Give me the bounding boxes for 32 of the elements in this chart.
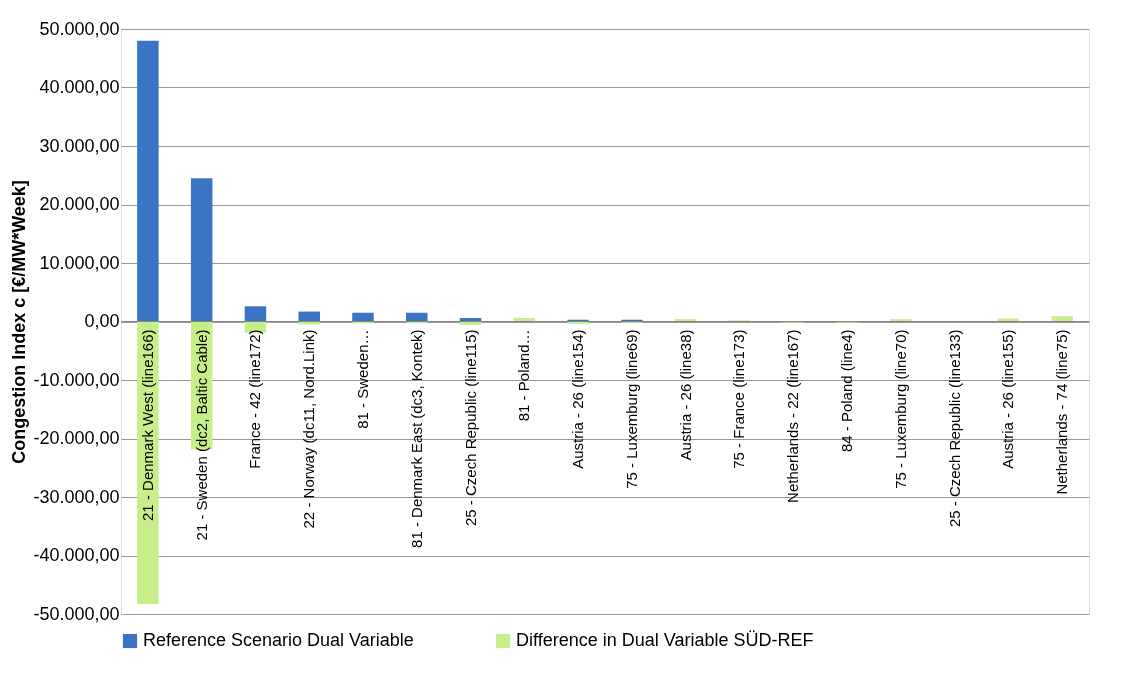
y-tick-label: 10.000,00 bbox=[39, 252, 120, 273]
x-tick-label: 81 - Poland… bbox=[515, 329, 533, 422]
y-tick-label: 0,00 bbox=[84, 311, 120, 331]
y-tick-label: -50.000,00 bbox=[33, 603, 120, 624]
x-tick-label: 75 - Luxemburg (line70) bbox=[891, 329, 909, 489]
x-tick-label: 84 - Poland (line4) bbox=[838, 329, 855, 453]
y-tick-label: 30.000,00 bbox=[39, 135, 120, 156]
y-tick-label: -30.000,00 bbox=[33, 486, 120, 507]
x-tick-label: 25 - Czech Republic (line115) bbox=[461, 329, 479, 526]
y-tick-label: -40.000,00 bbox=[33, 545, 120, 565]
x-tick-label: 21 - Denmark West (line166) bbox=[138, 329, 156, 521]
x-tick-label: Austria - 26 (line38) bbox=[676, 329, 694, 461]
x-tick-label: 25 - Czech Republic (line133) bbox=[945, 329, 963, 528]
x-tick-label: 75 - France (line173) bbox=[730, 329, 748, 469]
y-tick-label: 20.000,00 bbox=[39, 194, 120, 214]
legend-label: Difference in Dual Variable SÜD-REF bbox=[516, 630, 814, 650]
x-tick-label: Netherlands - 74 (line75) bbox=[1053, 329, 1071, 495]
x-tick-label: Austria - 26 (line154) bbox=[569, 329, 587, 469]
x-tick-label: Netherlands - 22 (line167) bbox=[784, 329, 802, 503]
y-tick-label: 50.000,00 bbox=[39, 18, 120, 39]
y-tick-label: -20.000,00 bbox=[33, 428, 120, 448]
x-tick-label: 75 - Luxemburg (line69) bbox=[622, 329, 640, 489]
x-tick-label: France - 42 (line172) bbox=[246, 329, 264, 469]
x-tick-label: 81 - Sweden… bbox=[354, 329, 371, 429]
y-axis-title: Congestion Index c [€/MW*Week] bbox=[9, 180, 30, 464]
x-tick-label: 22 - Norway (dc11, Nord.Link) bbox=[300, 329, 318, 529]
legend-label: Reference Scenario Dual Variable bbox=[143, 630, 414, 650]
y-tick-label: -10.000,00 bbox=[33, 369, 120, 390]
y-tick-label: 40.000,00 bbox=[39, 77, 120, 97]
x-tick-label: Austria - 26 (line155) bbox=[999, 329, 1017, 469]
x-tick-label: 21 - Sweden (dc2, Baltic Cable) bbox=[192, 329, 210, 541]
x-tick-label: 81 - Denmark East (dc3, Kontek) bbox=[407, 329, 425, 548]
